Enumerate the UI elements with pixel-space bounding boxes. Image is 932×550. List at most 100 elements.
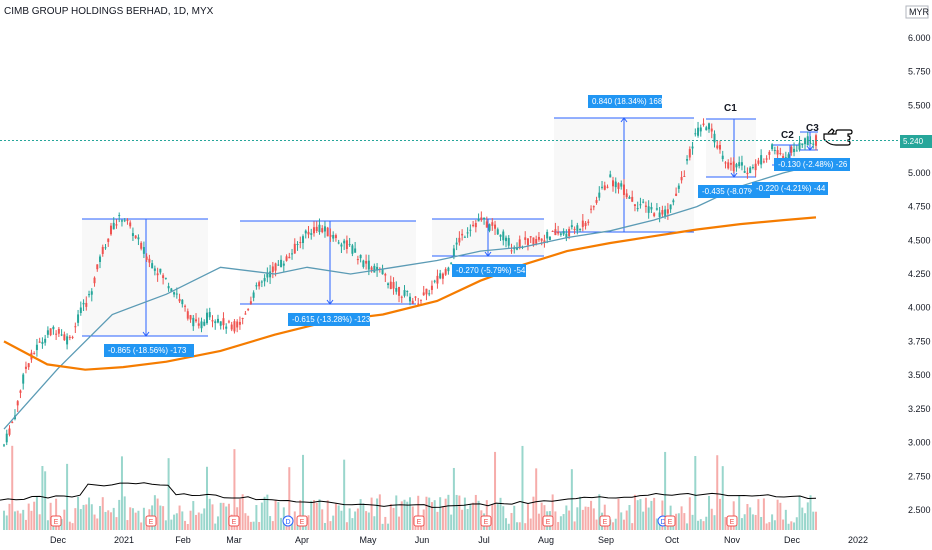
- volume-bar: [579, 496, 582, 530]
- volume-bar: [302, 454, 305, 530]
- label-c1: C1: [724, 103, 737, 114]
- candle-body: [729, 162, 732, 165]
- candle-body: [477, 218, 480, 222]
- candle-body: [77, 314, 80, 323]
- volume-bar: [474, 494, 477, 530]
- volume-bar: [441, 506, 444, 530]
- candle-body: [79, 307, 82, 313]
- volume-bar: [184, 520, 187, 530]
- volume-bar: [466, 509, 469, 530]
- candle-body: [181, 299, 184, 305]
- dividend-marker: [282, 515, 294, 527]
- candle-body: [318, 224, 321, 233]
- volume-bar: [515, 522, 518, 530]
- volume-bar: [664, 451, 667, 530]
- volume-bar: [277, 502, 280, 530]
- candle-body: [653, 213, 656, 217]
- candle-body: [699, 127, 702, 132]
- volume-bar: [68, 521, 71, 530]
- volume-bar: [749, 507, 752, 530]
- candle-body: [164, 277, 167, 279]
- volume-bar: [367, 512, 370, 530]
- volume-bar: [409, 497, 411, 530]
- volume-bar: [181, 511, 184, 530]
- volume-bar: [222, 502, 225, 530]
- candle-body: [85, 302, 88, 307]
- volume-bar: [304, 523, 307, 530]
- volume-bar: [280, 517, 283, 530]
- volume-bar: [96, 518, 99, 530]
- volume-bar: [658, 522, 661, 530]
- candle-body: [376, 266, 379, 271]
- volume-bar: [71, 523, 74, 530]
- volume-bar: [472, 502, 475, 530]
- volume-bar: [587, 506, 590, 530]
- candle-body: [658, 212, 661, 218]
- candle-body: [260, 281, 263, 283]
- volume-bar: [41, 465, 44, 530]
- volume-bar: [661, 500, 664, 530]
- candle-body: [46, 330, 49, 335]
- volume-bar: [206, 466, 208, 530]
- candle-body: [74, 326, 77, 328]
- volume-bar: [592, 508, 595, 530]
- event-marker-label: D: [660, 519, 665, 526]
- volume-bar: [633, 494, 636, 530]
- volume-bar: [812, 511, 815, 530]
- volume-bar: [430, 502, 433, 530]
- measure-box-arrowhead: [142, 331, 150, 337]
- event-marker-label: E: [603, 519, 608, 526]
- volume-bar: [576, 507, 579, 530]
- volume-bar: [118, 499, 121, 530]
- measure-tag-1: -0.865 (-18.56%) -173: [104, 344, 194, 357]
- volume-bar: [463, 497, 466, 530]
- y-tick-label: 2.750: [908, 471, 931, 481]
- volume-bar: [63, 509, 66, 530]
- volume-bar: [738, 495, 741, 530]
- earnings-marker: [726, 515, 738, 527]
- volume-bar: [384, 516, 387, 530]
- volume-bar: [115, 517, 118, 530]
- candle-body: [461, 233, 464, 236]
- volume-bar: [532, 496, 535, 530]
- candle-body: [466, 232, 469, 234]
- volume-bar: [312, 500, 315, 530]
- measure-tag-7: -0.130 (-2.48%) -26: [774, 158, 850, 171]
- candle-body: [195, 319, 198, 322]
- volume-bar: [491, 504, 494, 530]
- volume-bar: [559, 516, 562, 530]
- volume-bar: [3, 510, 5, 530]
- volume-bar: [551, 494, 554, 530]
- candle-body: [614, 181, 617, 188]
- volume-bar: [200, 513, 203, 530]
- volume-bar: [33, 501, 36, 530]
- event-marker-label: E: [417, 519, 422, 526]
- y-tick-label: 6.000: [908, 33, 931, 43]
- measure-tag-5-text: -0.435 (-8.07%: [702, 187, 755, 196]
- volume-bar: [208, 498, 211, 530]
- candle-body: [55, 333, 58, 335]
- candle-body: [359, 254, 362, 259]
- volume-bar: [378, 494, 381, 530]
- candle-body: [428, 293, 431, 295]
- volume-bar: [793, 522, 796, 530]
- candle-body: [71, 336, 74, 338]
- volume-bar: [79, 509, 82, 530]
- candle-body: [345, 240, 348, 249]
- candle-body: [606, 186, 609, 188]
- volume-bar: [809, 495, 812, 530]
- candle-body: [334, 235, 337, 239]
- volume-bar: [35, 496, 38, 530]
- volume-bar: [365, 511, 368, 530]
- candle-body: [622, 184, 625, 195]
- volume-bar: [529, 518, 532, 530]
- volume-bar: [326, 500, 329, 530]
- candle-body: [222, 318, 225, 326]
- volume-bar: [521, 445, 524, 530]
- candle-body: [387, 283, 390, 286]
- measure-box-arrowhead: [806, 145, 814, 151]
- volume-bar: [255, 505, 258, 530]
- volume-bar: [5, 515, 8, 530]
- volume-bar: [644, 497, 647, 530]
